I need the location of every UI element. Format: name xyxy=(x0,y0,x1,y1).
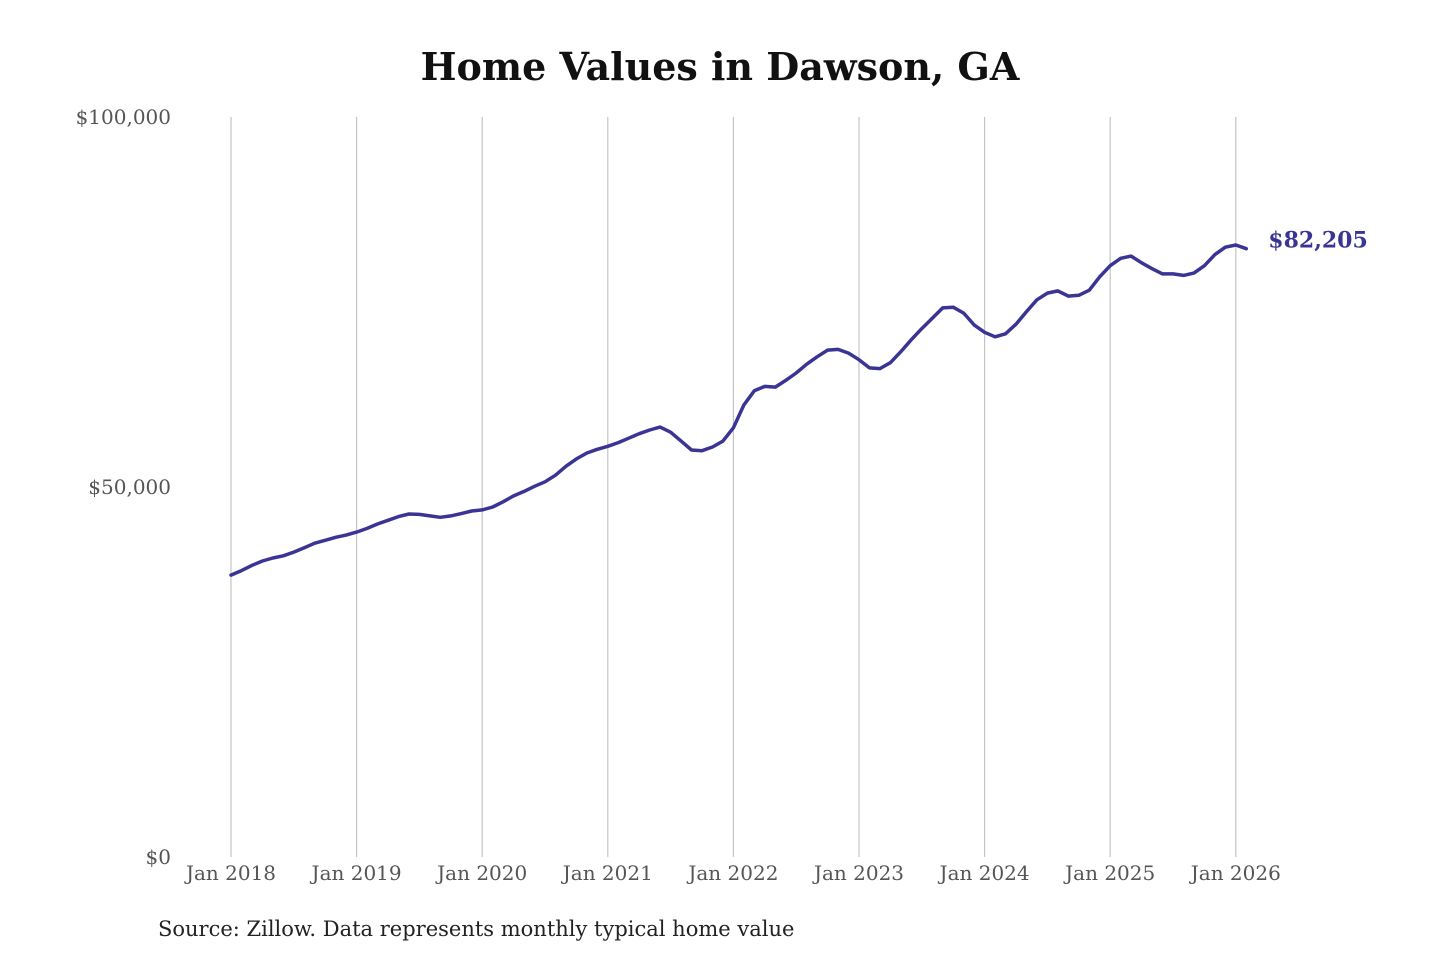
x-tick-label: Jan 2022 xyxy=(686,861,778,885)
x-tick-label: Jan 2025 xyxy=(1063,861,1155,885)
x-tick-label: Jan 2019 xyxy=(310,861,402,885)
x-tick-label: Jan 2021 xyxy=(561,861,653,885)
x-tick-label: Jan 2018 xyxy=(184,861,276,885)
y-tick-label: $0 xyxy=(146,845,171,869)
x-tick-label: Jan 2024 xyxy=(938,861,1030,885)
series-line xyxy=(229,243,1249,577)
end-value-label: $82,205 xyxy=(1268,228,1368,254)
x-tick-label: Jan 2020 xyxy=(435,861,527,885)
chart-title: Home Values in Dawson, GA xyxy=(420,44,1020,89)
y-tick-label: $100,000 xyxy=(76,105,171,129)
x-tick-label: Jan 2023 xyxy=(812,861,904,885)
x-tick-label: Jan 2026 xyxy=(1189,861,1281,885)
source-note: Source: Zillow. Data represents monthly … xyxy=(158,917,795,941)
y-tick-label: $50,000 xyxy=(88,475,171,499)
